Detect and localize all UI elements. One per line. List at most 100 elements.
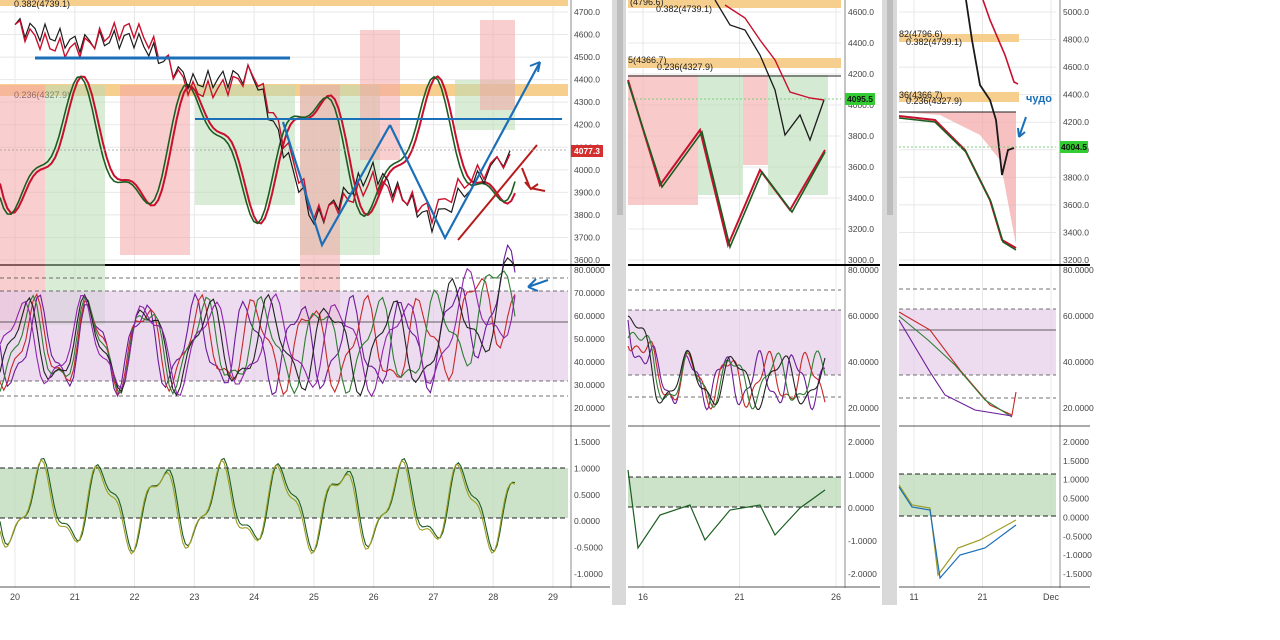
fib-band <box>899 34 1019 42</box>
price-tick-label: 3800.0 <box>574 210 600 220</box>
osc-tick-label: 0.0000 <box>1063 512 1089 522</box>
stoch-tick-label: 80.0000 <box>1063 265 1094 275</box>
x-tick-label: 21 <box>70 592 80 602</box>
stoch-tick-label: 60.0000 <box>1063 311 1094 321</box>
price-tick-label: 3700.0 <box>574 232 600 242</box>
stoch-tick-label: 40.0000 <box>574 357 605 367</box>
stoch-zone <box>628 310 841 375</box>
stoch-tick-label: 20.0000 <box>574 403 605 413</box>
stoch-tick-label: 40.0000 <box>848 357 879 367</box>
osc-tick-label: 0.0000 <box>574 516 600 526</box>
cloud-area <box>300 85 340 325</box>
stoch-zone <box>899 309 1056 375</box>
last-price-tag <box>1060 141 1088 153</box>
smoothed-curve-green <box>0 75 516 225</box>
x-tick-label: 29 <box>548 592 558 602</box>
panel-separator <box>882 0 897 605</box>
stoch-tick-label: 80.0000 <box>848 265 879 275</box>
stoch-tick-label: 50.0000 <box>574 334 605 344</box>
osc-zone <box>628 477 841 507</box>
price-tick-label: 3600.0 <box>848 162 874 172</box>
stoch-tick-label: 80.0000 <box>574 265 605 275</box>
stoch-tick-label: 20.0000 <box>1063 403 1094 413</box>
last-price-label: 4095.5 <box>847 94 873 104</box>
daily-overlay: 82(4796.6)0.382(4739.1) 36(4366.7)0.236(4… <box>898 0 1088 580</box>
arrow-icon <box>529 61 541 73</box>
cloud-area <box>768 75 828 195</box>
x-tick-label: 20 <box>10 592 20 602</box>
osc-tick-label: -1.0000 <box>1063 550 1092 560</box>
x-tick-label: 22 <box>130 592 140 602</box>
stoch-line <box>898 319 1013 417</box>
osc-tick-label: -1.0000 <box>848 536 877 546</box>
hourly-overlay: 0.382(4739.1)0.236(4327.9)4077.3 <box>0 0 603 555</box>
price-tick-label: 4200.0 <box>1063 117 1089 127</box>
x-tick-label: 27 <box>428 592 438 602</box>
osc-tick-label: 1.0000 <box>574 463 600 473</box>
price-tick-label: 3800.0 <box>1063 172 1089 182</box>
x-tick-label: 26 <box>369 592 379 602</box>
cloud-area <box>628 75 698 205</box>
stoch-line <box>627 319 825 411</box>
fourhour-overlay: (4796.6)0.382(4739.1) 5(4366.7)0.236(4327… <box>627 0 875 550</box>
price-tick-label: 4600.0 <box>574 30 600 40</box>
stoch-zone <box>0 291 568 381</box>
price-tick-label: 3400.0 <box>1063 227 1089 237</box>
cloud-area <box>899 112 1016 245</box>
moving-average-red <box>14 19 511 226</box>
x-tick-label: 11 <box>909 592 918 602</box>
osc-line <box>627 469 826 550</box>
osc-line <box>0 457 516 553</box>
fib-band <box>899 92 1019 102</box>
smoothed-curve-green <box>898 117 1017 251</box>
price-tick-label: 3600.0 <box>574 255 600 265</box>
red-trend-line <box>457 144 538 241</box>
price-tick-label: 4300.0 <box>574 97 600 107</box>
stoch-tick-label: 20.0000 <box>848 403 879 413</box>
x-tick-label: 26 <box>831 592 841 602</box>
osc-tick-label: -1.5000 <box>1063 569 1092 579</box>
stoch-line <box>0 243 516 398</box>
cloud-area <box>698 75 743 195</box>
price-tick-label: 3600.0 <box>1063 200 1089 210</box>
stoch-tick-label: 60.0000 <box>848 311 879 321</box>
fib-label: 0.382(4739.1) <box>14 0 70 9</box>
osc-tick-label: -1.0000 <box>574 569 603 579</box>
fib-label: 0.382(4739.1) <box>656 4 712 14</box>
price-tick-label: 3200.0 <box>848 224 874 234</box>
osc-tick-label: 2.0000 <box>848 437 874 447</box>
price-series <box>965 0 1015 176</box>
moving-average-red <box>724 4 825 101</box>
price-tick-label: 4200.0 <box>848 69 874 79</box>
osc-tick-label: 1.5000 <box>574 437 600 447</box>
price-tick-label: 4600.0 <box>1063 62 1089 72</box>
moving-average-red <box>982 0 1019 85</box>
price-series <box>714 0 825 142</box>
arrow-icon <box>521 167 546 192</box>
cloud-area <box>743 75 768 165</box>
x-tick-label: 21 <box>734 592 744 602</box>
price-tick-label: 5000.0 <box>1063 7 1089 17</box>
stoch-line <box>898 315 1013 418</box>
x-tick-label: 28 <box>488 592 498 602</box>
scrollbar-thumb <box>887 0 893 215</box>
osc-tick-label: 1.0000 <box>1063 475 1089 485</box>
price-tick-label: 3800.0 <box>848 131 874 141</box>
osc-tick-label: -2.0000 <box>848 569 877 579</box>
last-price-label: 4004.5 <box>1061 142 1087 152</box>
osc-line <box>898 484 1017 577</box>
osc-tick-label: 0.0000 <box>848 503 874 513</box>
stoch-tick-label: 30.0000 <box>574 380 605 390</box>
fib-label: 36(4366.7) <box>899 90 943 100</box>
price-tick-label: 4400.0 <box>574 75 600 85</box>
price-tick-label: 4600.0 <box>848 7 874 17</box>
osc-tick-label: -0.5000 <box>574 543 603 553</box>
price-tick-label: 3000.0 <box>848 255 874 265</box>
stoch-line <box>627 315 826 410</box>
fib-band <box>628 0 841 8</box>
x-tick-label: 25 <box>309 592 319 602</box>
price-tick-label: 4800.0 <box>1063 35 1089 45</box>
osc-line <box>0 459 516 555</box>
x-tick-label: 21 <box>977 592 987 602</box>
